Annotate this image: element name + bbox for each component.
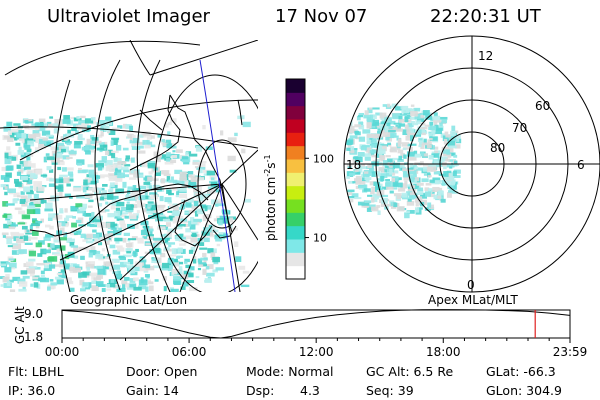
- altitude-series-line: [61, 309, 571, 339]
- mlat-label-60: 60: [535, 99, 550, 113]
- x-tick-label: 12:00: [299, 345, 334, 359]
- ip-info: IP: 36.0: [8, 383, 56, 398]
- instrument-title: Ultraviolet Imager: [47, 6, 210, 27]
- colorbar-frame: [285, 78, 306, 280]
- colorbar-gradient: [286, 79, 305, 280]
- y-tick-label-bottom: 1.8: [24, 330, 43, 344]
- x-tick-label: 06:00: [172, 345, 207, 359]
- y-axis-label: GC Alt: [13, 306, 27, 344]
- date-label: 17 Nov 07: [275, 6, 368, 27]
- geographic-map: [0, 40, 258, 292]
- filter-info: Flt: LBHL: [8, 364, 64, 379]
- glon-info: GLon: 304.9: [486, 383, 562, 398]
- satellite-track: [199, 59, 236, 292]
- gc-alt-info: GC Alt: 6.5 Re: [366, 364, 454, 379]
- colorbar-tick-label: 10: [313, 232, 327, 245]
- x-axis-ticks: 00:00 06:00 12:00 18:00 23:59: [45, 338, 588, 359]
- colorbar-segment: [286, 132, 305, 147]
- altitude-chart-frame: [61, 309, 571, 339]
- mlt-label-12: 12: [478, 49, 493, 63]
- uv-emission-geo: [0, 115, 251, 292]
- mlat-label-70: 70: [512, 121, 527, 135]
- colorbar-segment: [286, 212, 305, 227]
- x-tick-label: 23:59: [553, 345, 588, 359]
- altitude-chart: 00:00 06:00 12:00 18:00 23:59 GC Alt 9.0 1.8: [13, 306, 587, 359]
- uv-emission-polar: [345, 103, 462, 219]
- mlt-label-6: 6: [577, 158, 585, 172]
- x-tick-label: 18:00: [426, 345, 461, 359]
- colorbar-segment: [286, 185, 305, 200]
- colorbar-segment: [286, 252, 305, 267]
- gain-info: Gain: 14: [126, 383, 179, 398]
- mode-info: Mode: Normal: [246, 364, 334, 379]
- colorbar-tick-label: 100: [313, 152, 334, 165]
- colorbar-ticks: 100 10: [305, 152, 334, 245]
- x-tick-label: 00:00: [45, 345, 80, 359]
- colorbar-segment: [286, 199, 305, 213]
- colorbar-segment: [286, 119, 305, 133]
- colorbar-segment: [286, 105, 305, 120]
- time-label: 22:20:31 UT: [430, 6, 541, 27]
- colorbar-segment: [286, 239, 305, 253]
- lat-lon-graticule: [0, 40, 258, 292]
- dsp-value: 4.3: [300, 383, 320, 398]
- mlt-label-0: 0: [467, 278, 475, 292]
- mlat-label-80: 80: [490, 141, 505, 155]
- colorbar-segment: [286, 79, 305, 93]
- coastline: [29, 94, 243, 247]
- colorbar-segment: [286, 265, 305, 280]
- door-info: Door: Open: [126, 364, 198, 379]
- colorbar-segment: [286, 92, 305, 107]
- dsp-label: Dsp:: [246, 383, 275, 398]
- colorbar-segment: [286, 172, 305, 187]
- colorbar-segment: [286, 225, 305, 240]
- geo-panel-label: Geographic Lat/Lon: [70, 293, 188, 307]
- colorbar-segment: [286, 145, 305, 160]
- colorbar-unit: photon cm-2s-1: [263, 154, 278, 241]
- seq-info: Seq: 39: [366, 383, 414, 398]
- polar-grid: [343, 35, 600, 293]
- colorbar-segment: [286, 159, 305, 173]
- polar-plot: 12 18 6 0 60 70 80: [343, 35, 600, 293]
- mag-panel-label: Apex MLat/MLT: [428, 293, 518, 307]
- mlt-label-18: 18: [346, 158, 361, 172]
- y-tick-label-top: 9.0: [24, 307, 43, 321]
- glat-info: GLat: -66.3: [486, 364, 556, 379]
- colorbar: 100 10 photon cm-2s-1: [263, 78, 334, 280]
